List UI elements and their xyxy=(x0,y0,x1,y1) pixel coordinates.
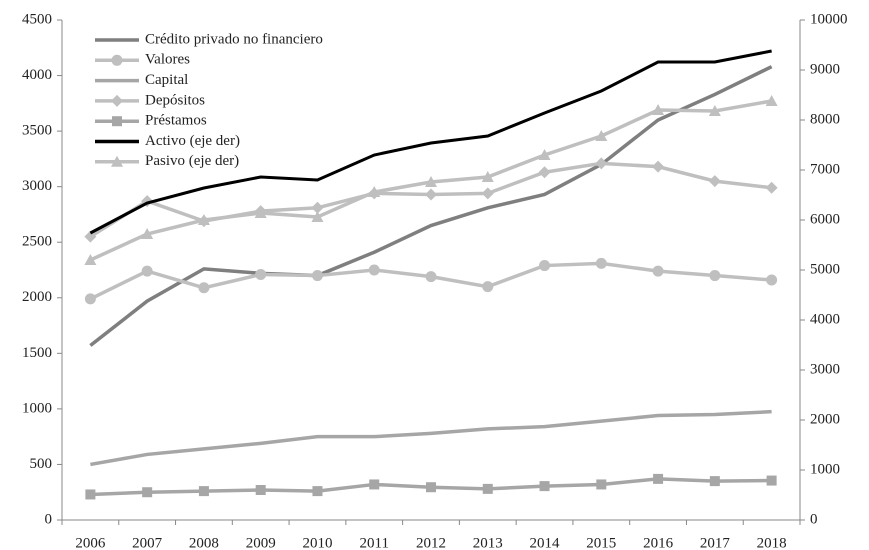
series-line xyxy=(89,65,773,347)
point xyxy=(311,211,324,222)
point xyxy=(311,270,323,282)
y-tick-label: 4000 xyxy=(22,67,52,83)
x-tick-label: 2017 xyxy=(700,535,731,550)
point xyxy=(84,254,97,265)
point xyxy=(425,176,437,187)
point xyxy=(766,274,778,286)
point xyxy=(481,171,494,182)
y2-tick-label: 4000 xyxy=(810,311,840,327)
point xyxy=(709,476,720,487)
y-tick-label: 500 xyxy=(30,456,53,472)
y-tick-label: 1000 xyxy=(22,400,52,416)
y-tick-label: 1500 xyxy=(22,345,52,361)
series-line xyxy=(90,409,772,467)
point xyxy=(652,160,665,173)
point xyxy=(482,483,493,494)
y2-tick-label: 6000 xyxy=(810,211,840,227)
x-tick-label: 2018 xyxy=(757,535,787,550)
point xyxy=(255,485,266,495)
point xyxy=(538,149,551,160)
point xyxy=(312,486,323,497)
point xyxy=(652,104,665,115)
point xyxy=(539,260,551,272)
x-tick-label: 2013 xyxy=(473,535,503,550)
y-tick-label: 3500 xyxy=(22,123,52,139)
point xyxy=(84,230,97,243)
point xyxy=(425,188,437,201)
y2-tick-label: 9000 xyxy=(810,61,840,77)
y2-tick-label: 8000 xyxy=(810,111,840,127)
legend-marker xyxy=(111,54,123,66)
point xyxy=(482,281,494,293)
y-tick-label: 3000 xyxy=(22,178,52,194)
point xyxy=(197,214,210,225)
legend-label: Préstamos xyxy=(145,113,207,129)
point xyxy=(765,95,778,106)
series-line xyxy=(89,49,772,235)
point xyxy=(652,265,664,277)
legend-label: Capital xyxy=(145,72,188,88)
x-tick-label: 2011 xyxy=(360,535,389,550)
legend-label: Valores xyxy=(145,52,190,68)
point xyxy=(596,479,607,490)
x-tick-label: 2012 xyxy=(416,535,446,550)
point xyxy=(85,489,96,500)
y2-tick-label: 1000 xyxy=(810,461,840,477)
point xyxy=(426,482,436,493)
y2-tick-label: 7000 xyxy=(810,161,840,177)
point xyxy=(708,175,721,188)
point xyxy=(481,187,494,200)
point xyxy=(708,105,721,116)
legend-label: Crédito privado no financiero xyxy=(145,31,323,47)
y-tick-label: 0 xyxy=(45,511,53,527)
y2-tick-label: 10000 xyxy=(810,11,848,27)
point xyxy=(311,201,324,214)
point xyxy=(254,207,267,218)
legend-marker xyxy=(112,116,122,127)
point xyxy=(141,228,154,239)
legend-marker xyxy=(111,155,123,167)
point xyxy=(595,130,608,141)
point xyxy=(142,487,153,498)
point xyxy=(595,157,608,170)
x-tick-label: 2009 xyxy=(246,535,276,550)
point xyxy=(369,479,380,490)
point xyxy=(198,486,209,497)
point xyxy=(653,473,664,484)
x-tick-label: 2007 xyxy=(132,535,163,550)
x-tick-label: 2008 xyxy=(189,535,219,550)
point xyxy=(538,166,551,179)
x-tick-label: 2006 xyxy=(75,535,106,550)
point xyxy=(595,257,607,269)
legend-label: Activo (eje der) xyxy=(145,133,240,149)
point xyxy=(141,265,153,277)
legend-marker xyxy=(111,94,123,107)
point xyxy=(84,293,96,305)
y2-tick-label: 3000 xyxy=(810,361,840,377)
x-tick-label: 2016 xyxy=(643,535,674,550)
point xyxy=(368,186,381,197)
y-tick-label: 2000 xyxy=(22,289,52,305)
y-tick-label: 4500 xyxy=(22,11,52,27)
x-tick-label: 2015 xyxy=(586,535,616,550)
point xyxy=(255,268,267,280)
y-tick-label: 2500 xyxy=(22,234,52,250)
x-tick-label: 2014 xyxy=(530,535,561,550)
legend-label: Pasivo (eje der) xyxy=(145,153,239,169)
y2-tick-label: 2000 xyxy=(810,411,840,427)
point xyxy=(709,270,721,282)
x-tick-label: 2010 xyxy=(302,535,332,550)
point xyxy=(766,475,777,486)
y2-tick-label: 5000 xyxy=(810,261,840,277)
point xyxy=(539,481,550,492)
point xyxy=(765,181,778,194)
legend-label: Depósitos xyxy=(145,92,205,108)
point xyxy=(425,271,437,283)
y2-tick-label: 0 xyxy=(810,511,818,527)
point xyxy=(198,282,210,294)
point xyxy=(368,264,380,276)
